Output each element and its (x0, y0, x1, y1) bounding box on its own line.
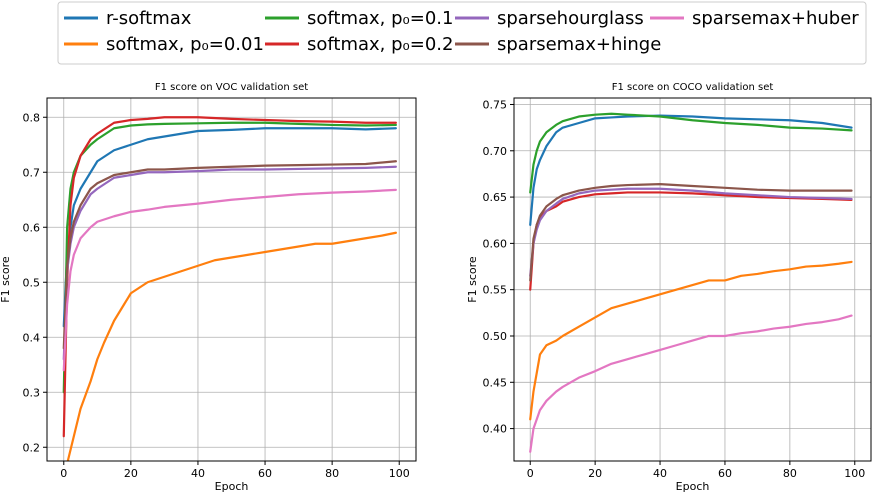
voc-chart: F1 score on VOC validation set 0 20 40 60 80 1… (0, 82, 417, 492)
series-line-sparsemax-hinge (529, 183, 853, 282)
series-line-softmax-p-0-1 (62, 121, 397, 394)
x-tick-label: 60 (258, 467, 272, 480)
y-tick-label: 0.40 (483, 423, 508, 436)
x-tick-label: 100 (844, 467, 865, 480)
y-tick-label: 0.50 (483, 330, 508, 343)
legend-label: softmax, p₀=0.2 (307, 34, 453, 55)
x-axis: 0 20 40 60 80 100 Epoch (527, 461, 865, 492)
series-line-softmax-p-0-1 (529, 112, 853, 194)
y-tick-label: 0.65 (483, 191, 508, 204)
series-line-sparsemax-hinge (62, 160, 397, 350)
legend-item-softmax_01: softmax, p₀=0.1 (265, 8, 453, 29)
series-line-softmax-p-0-01 (529, 260, 853, 421)
y-tick-label: 0.7 (23, 166, 41, 179)
y-axis-title: F1 score (466, 256, 479, 303)
x-tick-label: 0 (60, 467, 67, 480)
legend-label: sparsehourglass (497, 8, 644, 29)
x-tick-label: 0 (527, 467, 534, 480)
x-tick-label: 100 (389, 467, 410, 480)
legend-item-softmax_001: softmax, p₀=0.01 (64, 34, 264, 55)
y-tick-label: 0.6 (23, 221, 41, 234)
x-axis-title: Epoch (676, 480, 710, 492)
y-tick-label: 0.8 (23, 111, 41, 124)
series-group (62, 116, 397, 461)
legend-label: r-softmax (106, 8, 192, 29)
y-tick-label: 0.45 (483, 376, 508, 389)
series-line-softmax-p-0-2 (62, 116, 397, 438)
series-line-sparsehourglass (62, 165, 397, 361)
y-tick-label: 0.75 (483, 98, 508, 111)
x-tick-label: 80 (783, 467, 797, 480)
y-tick-label: 0.60 (483, 237, 508, 250)
y-tick-label: 0.5 (23, 276, 41, 289)
x-tick-label: 40 (191, 467, 205, 480)
plot-frame (513, 97, 872, 462)
series-group (529, 112, 853, 453)
series-line-sparsemax-huber (62, 188, 397, 372)
legend-item-softmax_02: softmax, p₀=0.2 (265, 34, 453, 55)
series-line-r-softmax (529, 114, 853, 226)
grid (47, 98, 416, 461)
series-line-softmax-p-0-2 (529, 191, 853, 291)
legend-label: sparsemax+huber (692, 8, 859, 29)
y-tick-label: 0.3 (23, 386, 41, 399)
y-tick-label: 0.2 (23, 441, 41, 454)
x-axis: 0 20 40 60 80 100 Epoch (60, 461, 410, 492)
y-tick-label: 0.4 (23, 331, 41, 344)
legend: r-softmax softmax, p₀=0.01 softmax, p₀=0.1… (57, 1, 867, 65)
legend-label: softmax, p₀=0.01 (106, 34, 264, 55)
series-line-sparsemax-huber (529, 314, 853, 453)
legend-item-r_softmax: r-softmax (64, 8, 192, 29)
chart-title: F1 score on COCO validation set (612, 82, 774, 93)
grid (514, 98, 871, 461)
legend-item-sparsehourglass: sparsehourglass (455, 8, 644, 29)
x-tick-label: 60 (718, 467, 732, 480)
legend-item-sparsemax_hinge: sparsemax+hinge (455, 34, 661, 55)
x-axis-title: Epoch (215, 480, 249, 492)
y-tick-label: 0.70 (483, 145, 508, 158)
chart-title: F1 score on VOC validation set (155, 82, 308, 93)
legend-label: softmax, p₀=0.1 (307, 8, 453, 29)
x-tick-label: 20 (588, 467, 602, 480)
legend-label: sparsemax+hinge (497, 34, 661, 55)
legend-item-sparsemax_huber: sparsemax+huber (650, 8, 859, 29)
series-line-softmax-p-0-01 (66, 231, 397, 461)
x-tick-label: 20 (124, 467, 138, 480)
y-tick-label: 0.55 (483, 284, 508, 297)
series-line-sparsehourglass (529, 187, 853, 277)
x-tick-label: 80 (325, 467, 339, 480)
coco-chart: F1 score on COCO validation set 0 20 40 60 80… (466, 82, 872, 492)
y-axis-title: F1 score (0, 256, 12, 303)
plot-frame (46, 97, 417, 462)
y-axis: 0.2 0.3 0.4 0.5 0.6 0.7 0.8 F1 score (0, 111, 47, 454)
series-line-r-softmax (62, 127, 397, 328)
x-tick-label: 40 (653, 467, 667, 480)
y-axis: 0.40 0.45 0.50 0.55 0.60 0.65 0.70 0.75 F1 score (466, 98, 514, 436)
